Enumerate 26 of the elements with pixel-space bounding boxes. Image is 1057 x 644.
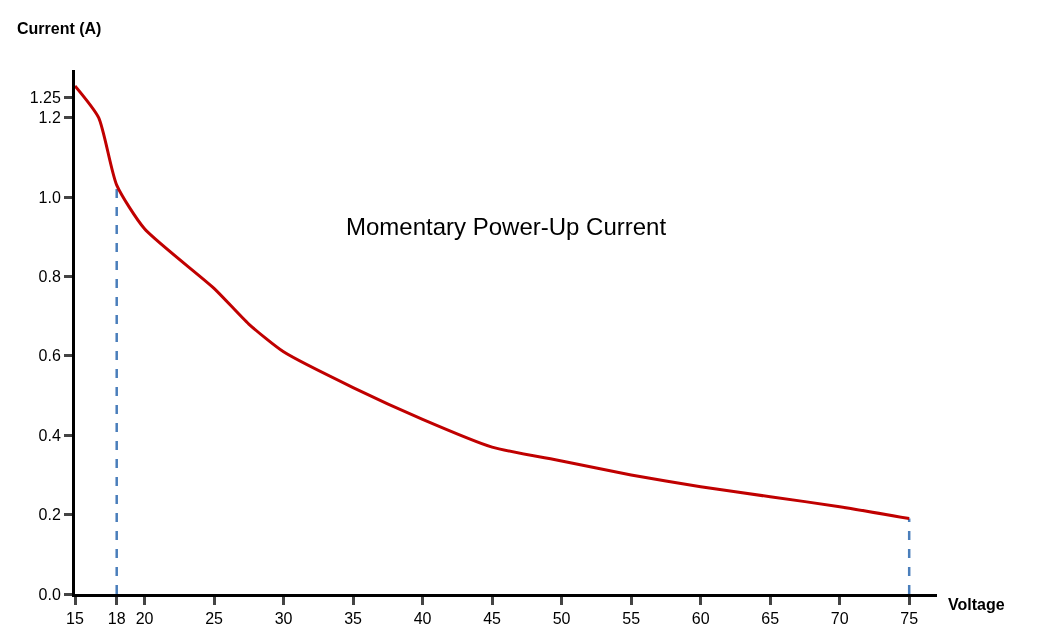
x-tick-label: 55 xyxy=(622,610,641,628)
y-tick-label: 0.8 xyxy=(38,268,61,286)
y-tick-label: 0.0 xyxy=(38,585,61,603)
x-tick-label: 65 xyxy=(761,610,780,628)
y-tick-label: 1.25 xyxy=(29,89,61,107)
x-tick-label: 45 xyxy=(483,610,502,628)
x-tick-label: 70 xyxy=(830,610,849,628)
x-tick-label: 35 xyxy=(344,610,363,628)
y-tick-label: 0.2 xyxy=(38,506,61,524)
x-tick-label: 30 xyxy=(274,610,293,628)
x-tick-label: 75 xyxy=(900,610,919,628)
y-tick-label: 1.2 xyxy=(38,109,61,127)
y-tick-label: 1.0 xyxy=(38,188,61,206)
x-tick-label: 18 xyxy=(107,610,126,628)
x-tick-label: 25 xyxy=(205,610,224,628)
x-tick-label: 15 xyxy=(66,610,84,628)
y-tick-label: 0.4 xyxy=(38,426,61,444)
line-series xyxy=(75,84,911,521)
x-tick-label: 50 xyxy=(552,610,571,628)
x-tick-label: 40 xyxy=(413,610,432,628)
annotation: Momentary Power-Up Current xyxy=(346,213,667,240)
x-tick-label: 60 xyxy=(691,610,710,628)
x-tick-label: 20 xyxy=(135,610,154,628)
y-axis-title: Current (A) xyxy=(17,20,102,37)
y-tick-label: 0.6 xyxy=(38,347,61,365)
x-axis-title: Voltage xyxy=(948,596,1005,613)
